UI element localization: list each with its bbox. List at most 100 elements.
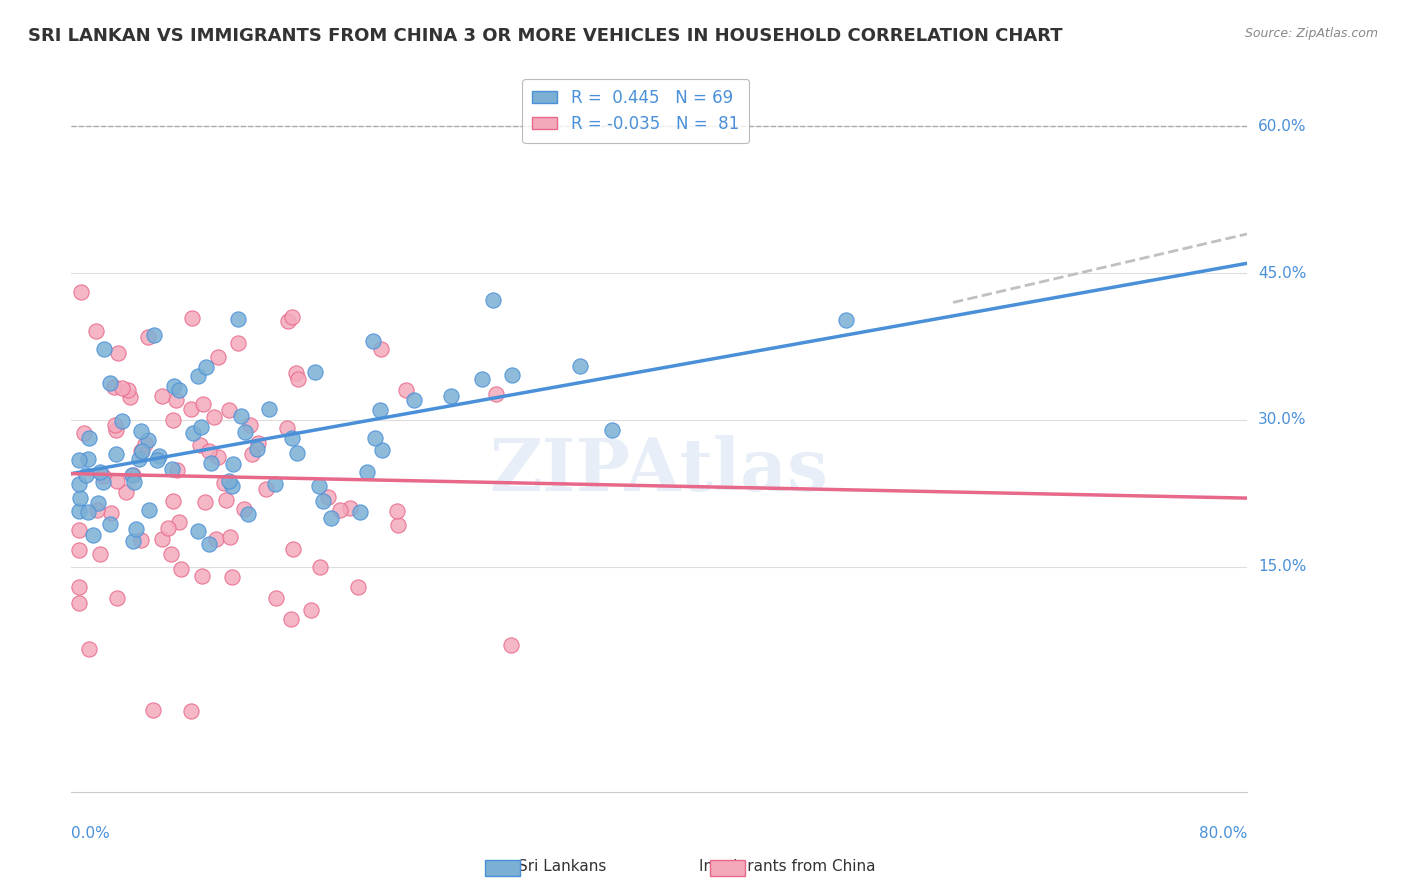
Point [131, 533, 153, 548]
Point [105, 474, 128, 488]
Point [312, 493, 335, 508]
Point [170, 562, 193, 576]
Point [67, 523, 90, 537]
Point [190, 569, 212, 583]
Point [67, 477, 90, 491]
Point [569, 359, 592, 373]
Point [180, 704, 202, 718]
Text: Source: ZipAtlas.com: Source: ZipAtlas.com [1244, 27, 1378, 40]
Point [188, 438, 211, 452]
Point [600, 423, 623, 437]
Point [84, 324, 107, 338]
Point [156, 521, 179, 535]
Point [280, 612, 302, 626]
Point [100, 506, 122, 520]
Point [138, 502, 160, 516]
Point [82, 528, 104, 542]
Point [111, 414, 134, 428]
Point [195, 360, 218, 375]
Point [276, 421, 298, 435]
Point [67, 504, 90, 518]
Point [361, 334, 384, 348]
Point [105, 423, 128, 437]
Point [287, 372, 309, 386]
Point [89, 547, 111, 561]
Point [215, 493, 238, 508]
Point [194, 494, 217, 508]
Point [395, 383, 418, 397]
Point [162, 493, 184, 508]
Point [77, 505, 100, 519]
Point [364, 431, 387, 445]
Point [257, 402, 280, 417]
Point [98, 516, 121, 531]
Point [117, 383, 139, 397]
Point [207, 350, 229, 364]
Point [329, 503, 352, 517]
Point [93, 342, 115, 356]
Point [98, 376, 121, 390]
Text: Immigrants from China: Immigrants from China [699, 859, 876, 874]
Point [134, 437, 156, 451]
Point [129, 444, 152, 458]
Point [180, 402, 202, 417]
Point [129, 425, 152, 439]
Point [370, 343, 392, 357]
Point [136, 433, 159, 447]
Point [142, 328, 165, 343]
Point [499, 638, 522, 652]
Point [238, 508, 260, 522]
Point [346, 580, 368, 594]
Point [339, 501, 361, 516]
Point [190, 420, 212, 434]
Text: 30.0%: 30.0% [1258, 412, 1306, 427]
Point [471, 372, 494, 386]
Point [482, 293, 505, 307]
Point [187, 524, 209, 539]
Point [167, 515, 190, 529]
Text: ZIPAtlas: ZIPAtlas [489, 434, 828, 506]
Point [246, 436, 269, 450]
Point [212, 476, 235, 491]
Point [107, 345, 129, 359]
Point [239, 418, 262, 433]
Point [187, 368, 209, 383]
Point [105, 591, 128, 605]
Point [167, 383, 190, 397]
Point [91, 475, 114, 490]
Point [299, 603, 322, 617]
Point [162, 413, 184, 427]
Point [181, 425, 204, 440]
Point [835, 312, 858, 326]
Point [368, 403, 391, 417]
Point [150, 533, 173, 547]
Point [349, 505, 371, 519]
Text: SRI LANKAN VS IMMIGRANTS FROM CHINA 3 OR MORE VEHICLES IN HOUSEHOLD CORRELATION : SRI LANKAN VS IMMIGRANTS FROM CHINA 3 OR… [28, 27, 1063, 45]
Point [198, 444, 221, 458]
Point [371, 442, 394, 457]
Point [70, 285, 93, 300]
Point [67, 543, 90, 558]
Point [131, 443, 153, 458]
Point [160, 462, 183, 476]
Point [200, 456, 222, 470]
Point [229, 409, 252, 423]
Point [67, 580, 90, 594]
Point [75, 467, 97, 482]
Point [218, 402, 240, 417]
Point [181, 311, 204, 326]
Point [67, 453, 90, 467]
Point [76, 451, 98, 466]
Point [281, 542, 304, 557]
Point [124, 475, 146, 489]
Point [142, 703, 165, 717]
Point [356, 465, 378, 479]
Point [160, 547, 183, 561]
Text: 0.0%: 0.0% [72, 826, 110, 841]
Point [281, 431, 304, 445]
Point [69, 491, 91, 506]
Point [218, 530, 240, 544]
Point [138, 330, 160, 344]
Point [284, 366, 307, 380]
Legend: R =  0.445   N = 69, R = -0.035   N =  81: R = 0.445 N = 69, R = -0.035 N = 81 [522, 78, 749, 143]
